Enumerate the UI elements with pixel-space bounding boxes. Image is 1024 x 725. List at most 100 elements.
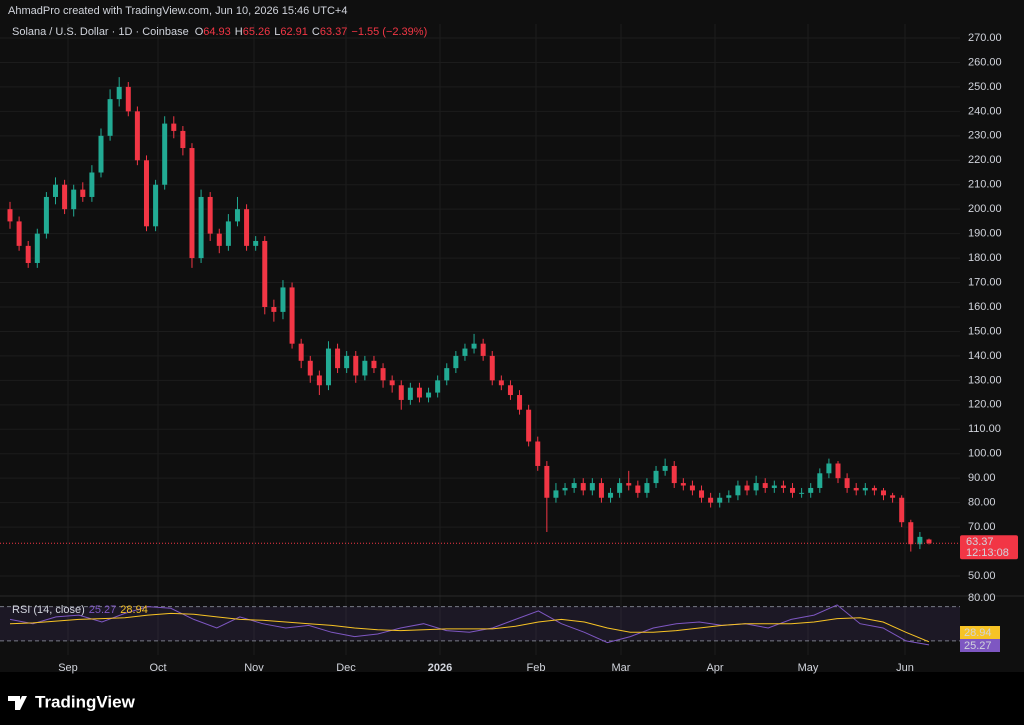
candle-body (134, 111, 140, 161)
y-tick-label: 80.00 (968, 497, 996, 509)
candle-body (207, 196, 213, 234)
rsi-line (9, 612, 930, 643)
rsi-line (9, 604, 930, 646)
legend-label: O (195, 26, 204, 38)
candle-body (544, 465, 550, 498)
candle-body (80, 189, 86, 197)
candle-body (553, 490, 559, 498)
y-tick-label: 110.00 (968, 423, 1001, 435)
candle-body (198, 196, 204, 259)
candle-body (143, 160, 149, 227)
candle-body (162, 123, 168, 185)
candle-body (571, 483, 577, 488)
x-tick-label: Apr (706, 662, 723, 674)
candle-body (371, 360, 377, 369)
y-tick-label: 50.00 (968, 570, 996, 582)
rsi-badge (960, 639, 1000, 652)
candle-body (726, 495, 732, 498)
candle-body (489, 355, 495, 381)
candle-body (744, 485, 750, 491)
candle-body (890, 495, 896, 498)
y-tick-label: 260.00 (968, 56, 1002, 68)
candle-body (826, 463, 832, 474)
header: AhmadPro created with TradingView.com, J… (8, 5, 347, 17)
legend-title: Solana / U.S. Dollar · 1D · Coinbase (12, 26, 189, 38)
candle-body (699, 490, 705, 498)
legend-value: 65.26 (243, 26, 271, 38)
candle-body (653, 470, 659, 484)
candle-body (817, 473, 823, 488)
candle-body (362, 360, 368, 376)
candle-body (335, 348, 341, 369)
x-tick-label: 2026 (428, 662, 452, 674)
candle-body (899, 497, 905, 523)
candle-body (580, 483, 586, 491)
candle-body (344, 355, 350, 369)
candle-body (535, 441, 541, 466)
y-tick-label: 130.00 (968, 374, 1002, 386)
logo: TradingView (8, 692, 136, 711)
candle-body (780, 485, 786, 488)
candle-body (844, 478, 850, 488)
y-tick-label: 70.00 (968, 521, 996, 533)
legend-value: 63.37 (320, 26, 348, 38)
candle-body (835, 463, 841, 479)
candle-body (416, 387, 422, 398)
candle-body (25, 245, 31, 263)
legend-value: 64.93 (203, 26, 231, 38)
candle-body (435, 380, 441, 393)
y-tick-label: 180.00 (968, 252, 1002, 264)
candle-body (626, 483, 632, 486)
x-tick-label: Feb (527, 662, 546, 674)
candle-body (799, 492, 805, 494)
candle-body (680, 483, 686, 486)
y-tick-label: 230.00 (968, 130, 1002, 142)
candle-body (689, 485, 695, 491)
candle-body (871, 487, 877, 491)
candle-body (862, 487, 868, 491)
candle-body (671, 465, 677, 484)
candle-body (562, 487, 568, 491)
candle-body (98, 135, 104, 173)
candle-body (762, 483, 768, 488)
legend-label: C (312, 26, 320, 38)
candle-body (507, 385, 513, 396)
rsi-badge (960, 626, 1000, 639)
candle-body (808, 487, 814, 493)
rsi-legend: RSI (14, close) 25.27 28.94 (12, 604, 148, 616)
candle-body (398, 385, 404, 400)
candle-body (125, 86, 131, 112)
candle-body (853, 487, 859, 491)
legend-label: H (235, 26, 243, 38)
rsi-legend-value: 28.94 (120, 604, 148, 616)
y-tick-label: 200.00 (968, 203, 1002, 215)
candle-body (598, 483, 604, 498)
x-tick-label: Sep (58, 662, 78, 674)
x-tick-label: Oct (149, 662, 166, 674)
footer-bar (0, 672, 1024, 725)
x-tick-label: Mar (612, 662, 631, 674)
candle-body (180, 130, 186, 149)
rsi-badge-value: 25.27 (964, 640, 992, 652)
y-tick-label: 240.00 (968, 105, 1002, 117)
y-tick-label: 120.00 (968, 399, 1002, 411)
candle-body (271, 307, 277, 312)
candle-body (908, 522, 914, 545)
candle-body (790, 487, 796, 493)
footer-text: TradingView (35, 692, 136, 711)
candle-body (7, 209, 13, 222)
candle-body (471, 343, 477, 349)
candle-body (926, 539, 932, 544)
candle-body (771, 485, 777, 488)
legend: Solana / U.S. Dollar · 1D · Coinbase O64.… (12, 26, 427, 38)
candle-body (498, 380, 504, 386)
candle-body (407, 387, 413, 400)
legend-change: −1.55 (−2.39%) (351, 26, 427, 38)
candle-body (717, 497, 723, 503)
candle-body (71, 189, 77, 210)
candle-body (644, 483, 650, 493)
candle-body (62, 184, 68, 210)
candle-body (389, 380, 395, 386)
